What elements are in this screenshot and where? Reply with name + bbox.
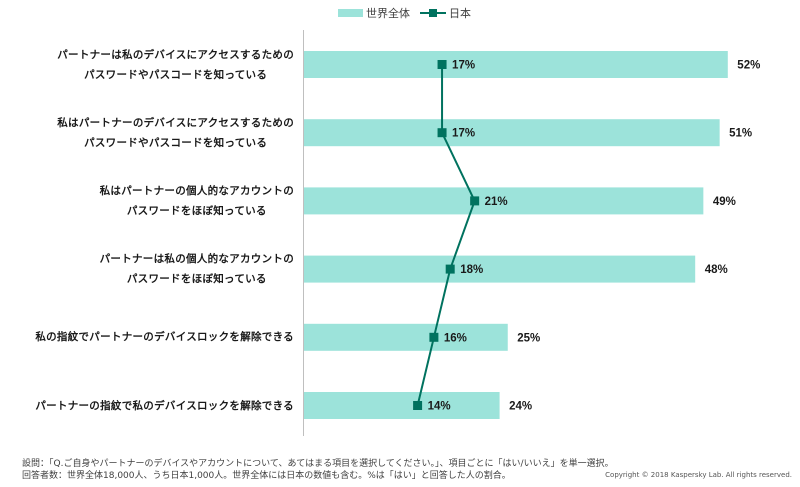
line-value-label: 21% [485,196,508,208]
category-label: 私の指紋でパートナーのデバイスロックを解除できる [35,327,294,347]
marker-japan [437,60,447,69]
category-label-line: パスワードやパスコードを知っている [84,136,268,149]
category-label-line: パスワードやパスコードを知っている [84,68,268,81]
bar-value-label: 49% [713,196,736,208]
bar-value-label: 24% [509,401,532,413]
category-label-line: 私の指紋でパートナーのデバイスロックを解除できる [35,331,294,344]
category-label: パートナーは私の個人的なアカウントの パスワードをほぼ知っている [100,249,294,289]
legend-swatch-world [338,9,363,17]
marker-japan [413,401,423,410]
bar-world [304,255,696,283]
legend-label-world: 世界全体 [366,7,410,20]
category-label-line: パートナーは私の個人的なアカウントの [99,253,294,266]
line-value-label: 17% [452,128,475,140]
footnote-respondents: 回答者数：世界全体18,000人、うち日本1,000人。世界全体には日本の数値も… [22,471,511,481]
category-label: パートナーは私のデバイスにアクセスするための パスワードやパスコードを知っている [57,45,294,85]
line-value-label: 17% [452,60,475,72]
category-label-line: パスワードをほぼ知っている [126,204,267,217]
category-label: 私はパートナーの個人的なアカウントの パスワードをほぼ知っている [100,181,294,221]
category-label-line: パートナーの指紋で私のデバイスロックを解除できる [35,399,294,412]
bar-value-label: 51% [729,128,752,140]
line-japan [416,64,476,406]
category-label: パートナーの指紋で私のデバイスロックを解除できる [35,396,294,416]
legend-label-japan: 日本 [449,7,471,20]
bar-world [304,51,728,78]
bar-value-label: 52% [737,60,760,72]
bar-value-label: 25% [517,332,540,344]
bar-world [304,323,508,351]
copyright: Copyright © 2018 Kaspersky Lab. All righ… [605,471,792,479]
bar-world [304,119,720,147]
footnote-question: 設問：「Q.ご自身やパートナーのデバイスやアカウントについて、あてはまる項目を選… [22,459,614,469]
marker-japan [429,332,439,342]
category-label-line: 私はパートナーのデバイスにアクセスするための [57,116,294,129]
line-value-label: 14% [428,401,451,413]
legend-swatch-japan [420,9,446,17]
chart-legend: 世界全体 日本 [338,4,471,22]
category-label-line: 私はパートナーの個人的なアカウントの [99,184,294,197]
bar-value-label: 48% [705,264,728,276]
marker-japan [445,264,455,274]
line-value-label: 18% [460,264,483,276]
bar-world [304,392,500,419]
category-label-line: パスワードをほぼ知っている [126,273,267,286]
bar-world [304,187,704,215]
marker-japan [437,128,447,138]
category-label-line: パートナーは私のデバイスにアクセスするための [57,48,294,61]
line-value-label: 16% [444,332,467,344]
marker-japan [470,196,480,206]
chart-plot: 52% 51% 49% 48% 25% 24% 17% 17% 21% 18% 16% 14% [303,30,760,436]
category-label: 私はパートナーのデバイスにアクセスするための パスワードやパスコードを知っている [57,113,294,153]
